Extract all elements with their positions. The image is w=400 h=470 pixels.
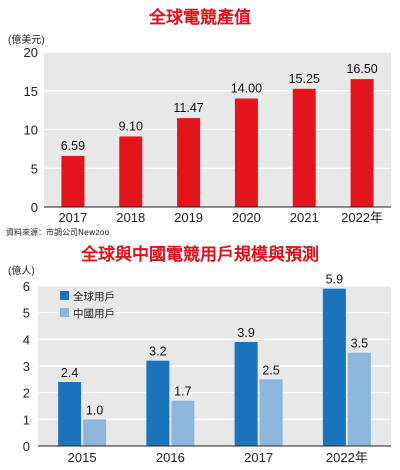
data-label: 5.9 xyxy=(326,273,343,287)
data-label: 3.5 xyxy=(351,337,368,351)
y-tick-label: 3 xyxy=(23,359,30,374)
data-label: 1.7 xyxy=(174,385,191,399)
y-tick-label: 15 xyxy=(24,84,38,99)
bar-全球用戶-2016 xyxy=(146,360,170,446)
bar-2020 xyxy=(234,98,258,207)
x-tick-label: 2020 xyxy=(232,210,261,225)
y-tick-label: 5 xyxy=(23,306,30,321)
data-label: 16.50 xyxy=(346,62,377,76)
data-label: 9.10 xyxy=(119,119,143,133)
data-label: 6.59 xyxy=(61,139,85,153)
x-tick-label: 2018 xyxy=(116,210,145,225)
x-tick-label: 2017 xyxy=(58,210,87,225)
y-tick-label: 6 xyxy=(23,279,30,294)
x-tick-label: 2015 xyxy=(68,450,97,465)
x-tick-label: 2022年 xyxy=(341,210,383,225)
y-tick-label: 0 xyxy=(31,200,38,215)
data-label: 15.25 xyxy=(289,72,320,86)
x-tick-label: 2017 xyxy=(244,450,273,465)
x-tick-label: 2016 xyxy=(156,450,185,465)
y-tick-label: 20 xyxy=(24,45,38,60)
bar-全球用戶-2022年 xyxy=(322,288,346,446)
y-tick-label: 10 xyxy=(24,123,38,138)
y-tick-label: 2 xyxy=(23,386,30,401)
bar-2022年 xyxy=(350,79,374,207)
y-axis-unit-label: (億人) xyxy=(8,264,35,277)
y-axis-unit-label: (億美元) xyxy=(8,33,45,46)
bar-中國用戶-2022年 xyxy=(347,352,371,446)
bar-全球用戶-2017 xyxy=(234,342,258,446)
data-label: 11.47 xyxy=(173,101,203,115)
data-label: 2.5 xyxy=(262,363,279,377)
data-label: 3.2 xyxy=(149,345,166,359)
y-tick-label: 0 xyxy=(23,439,30,454)
x-tick-label: 2022年 xyxy=(326,450,368,465)
data-label: 2.4 xyxy=(61,366,78,380)
bar-2018 xyxy=(119,136,143,207)
data-label: 3.9 xyxy=(237,326,254,340)
legend-label: 中國用戶 xyxy=(73,307,115,320)
x-tick-label: 2019 xyxy=(174,210,203,225)
x-tick-label: 2021 xyxy=(290,210,319,225)
bar-中國用戶-2017 xyxy=(259,379,283,446)
bar-2021 xyxy=(292,88,316,207)
chart-title-esports-users: 全球與中國電競用戶規模與預測 xyxy=(81,245,319,265)
legend-swatch xyxy=(60,308,69,317)
bar-2017 xyxy=(61,155,85,207)
y-tick-label: 4 xyxy=(23,332,30,347)
legend-swatch xyxy=(60,291,69,300)
y-tick-label: 1 xyxy=(23,412,30,427)
y-tick-label: 5 xyxy=(31,161,38,176)
chart-title-esports-revenue: 全球電競產值 xyxy=(149,8,251,28)
bar-2019 xyxy=(177,118,201,207)
data-label: 1.0 xyxy=(86,403,103,417)
source-note: 資料來源：市調公司Newzoo xyxy=(6,228,110,237)
data-label: 14.00 xyxy=(231,82,262,96)
legend-label: 全球用戶 xyxy=(73,290,115,303)
bar-全球用戶-2015 xyxy=(58,382,82,446)
bar-中國用戶-2016 xyxy=(171,400,195,446)
bar-中國用戶-2015 xyxy=(83,419,107,446)
